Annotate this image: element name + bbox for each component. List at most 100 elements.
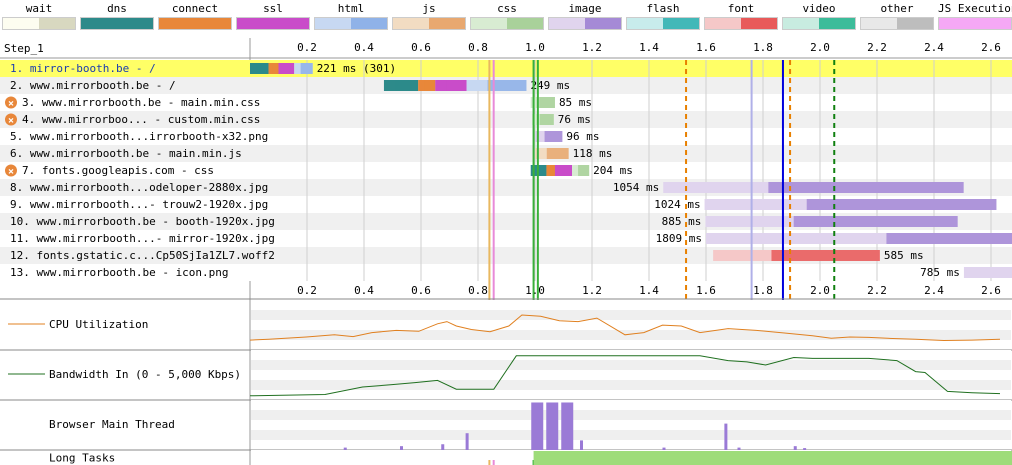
- request-bar-image-download[interactable]: [886, 233, 1012, 244]
- request-bar-js-download[interactable]: [546, 148, 569, 159]
- request-time: 249 ms: [530, 79, 570, 92]
- main-thread-activity: [546, 402, 559, 450]
- render-blocking-icon-glyph: ×: [8, 99, 14, 110]
- long-task-bar: [533, 451, 1012, 465]
- axis-tick-label-top: 0.6: [411, 41, 431, 54]
- request-label[interactable]: 13. www.mirrorbooth.be - icon.png: [10, 266, 229, 279]
- request-label[interactable]: 11. www.mirrorbooth...- mirror-1920x.jpg: [10, 232, 275, 245]
- request-bar-image[interactable]: [706, 233, 1012, 244]
- request-bar-html-download[interactable]: [487, 80, 527, 91]
- request-bar-css-download[interactable]: [539, 97, 555, 108]
- request-label[interactable]: 1. mirror-booth.be - /: [10, 62, 156, 75]
- request-label[interactable]: 2. www.mirrorbooth.be - /: [10, 79, 176, 92]
- request-label[interactable]: 8. www.mirrorbooth...odeloper-2880x.jpg: [10, 181, 268, 194]
- legend-label: font: [727, 2, 755, 15]
- axis-tick-label-top: 2.6: [981, 41, 1001, 54]
- request-bar-image-download[interactable]: [768, 182, 964, 193]
- legend-swatch: [860, 17, 934, 30]
- request-bar-dns-download[interactable]: [536, 165, 547, 176]
- metric-label-cpu: CPU Utilization: [49, 318, 148, 331]
- axis-tick-label-top: 1.4: [639, 41, 659, 54]
- metric-band: [251, 350, 1011, 360]
- main-thread-activity: [568, 430, 572, 450]
- request-label[interactable]: 10. www.mirrorbooth.be - booth-1920x.jpg: [10, 215, 275, 228]
- axis-tick-label-top: 2.0: [810, 41, 830, 54]
- request-bar-image-download[interactable]: [544, 131, 563, 142]
- legend: wait dns connect ssl html js css image flash font…: [0, 0, 1012, 32]
- request-label[interactable]: 4. www.mirrorboo... - custom.min.css: [22, 113, 260, 126]
- legend-label: ssl: [263, 2, 283, 15]
- render-blocking-icon-glyph: ×: [8, 167, 14, 178]
- legend-swatch: [314, 17, 388, 30]
- main-thread-activity: [343, 447, 347, 450]
- main-thread-activity: [803, 448, 807, 450]
- request-bar-css-download[interactable]: [578, 165, 590, 176]
- request-bar-html-download[interactable]: [300, 63, 313, 74]
- request-label[interactable]: 7. fonts.googleapis.com - css: [22, 164, 214, 177]
- request-bar-connect-download[interactable]: [424, 80, 436, 91]
- metric-band: [251, 310, 1011, 320]
- request-bar-dns-download[interactable]: [395, 80, 419, 91]
- legend-label: connect: [171, 2, 219, 15]
- metric-label-bandwidth: Bandwidth In (0 - 5,000 Kbps): [49, 368, 241, 381]
- request-label[interactable]: 3. www.mirrorbooth.be - main.min.css: [22, 96, 260, 109]
- axis-tick-label-bottom: 2.4: [924, 284, 944, 297]
- legend-swatch: [80, 17, 154, 30]
- request-label[interactable]: 12. fonts.gstatic.c...Cp50SjIa1ZL7.woff2: [10, 249, 275, 262]
- legend-swatch: [236, 17, 310, 30]
- legend-swatch: [938, 17, 1012, 30]
- request-bar-connect-download[interactable]: [549, 165, 555, 176]
- axis-tick-label-top: 2.2: [867, 41, 887, 54]
- request-time: 221 ms (301): [317, 62, 396, 75]
- legend-swatch: [704, 17, 778, 30]
- request-bar-ssl-download[interactable]: [283, 63, 295, 74]
- legend-label: wait: [25, 2, 53, 15]
- bandwidth-line: [249, 355, 1001, 397]
- request-label[interactable]: 6. www.mirrorbooth.be - main.min.js: [10, 147, 242, 160]
- metric-band: [251, 430, 1011, 440]
- main-thread-activity: [400, 446, 403, 450]
- axis-tick-label-top: 0.2: [297, 41, 317, 54]
- legend-item-image: image: [548, 0, 622, 32]
- waterfall-chart: Step_1 0.2 0.2 0.4 0.4 0.6 0.6 0.8 0.8 1.0 1.0 1.2…: [0, 38, 1012, 465]
- legend-swatch: [2, 17, 76, 30]
- request-bar-font-download[interactable]: [771, 250, 880, 261]
- request-label[interactable]: 5. www.mirrorbooth...irrorbooth-x32.png: [10, 130, 268, 143]
- legend-label: dns: [107, 2, 127, 15]
- metric-label-long-tasks: Long Tasks: [49, 452, 115, 465]
- metric-band: [251, 400, 1011, 410]
- legend-label: html: [337, 2, 365, 15]
- main-thread-activity: [441, 444, 445, 450]
- request-bar-image-download[interactable]: [806, 199, 997, 210]
- request-time: 1054 ms: [613, 181, 659, 194]
- legend-item-flash: flash: [626, 0, 700, 32]
- main-thread-activity: [580, 440, 583, 450]
- legend-label: css: [497, 2, 517, 15]
- axis-tick-label-top: 1.0: [525, 41, 545, 54]
- request-bar-dns-download[interactable]: [256, 63, 269, 74]
- request-time: 1809 ms: [656, 232, 702, 245]
- main-thread-activity: [465, 433, 469, 450]
- legend-swatch: [158, 17, 232, 30]
- metric-band: [251, 440, 1011, 450]
- request-bar-ssl-download[interactable]: [560, 165, 573, 176]
- axis-tick-label-bottom: 2.6: [981, 284, 1001, 297]
- metric-label-main-thread: Browser Main Thread: [49, 418, 175, 431]
- render-blocking-icon-glyph: ×: [8, 116, 14, 127]
- axis-tick-label-top: 1.6: [696, 41, 716, 54]
- step-label: Step_1: [4, 42, 44, 55]
- axis-tick-label-top: 1.2: [582, 41, 602, 54]
- request-bar-image[interactable]: [963, 267, 1012, 278]
- request-bar-image-download[interactable]: [793, 216, 958, 227]
- axis-tick-label-top: 0.4: [354, 41, 374, 54]
- request-row-background: [0, 111, 1012, 128]
- request-time: 85 ms: [559, 96, 592, 109]
- axis-tick-label-bottom: 1.4: [639, 284, 659, 297]
- request-label[interactable]: 9. www.mirrorbooth...- trouw2-1920x.jpg: [10, 198, 268, 211]
- request-bar-ssl-download[interactable]: [446, 80, 467, 91]
- request-bar-css-download[interactable]: [539, 114, 554, 125]
- axis-tick-label-bottom: 2.0: [810, 284, 830, 297]
- request-bar-connect-download[interactable]: [272, 63, 279, 74]
- legend-item-connect: connect: [158, 0, 232, 32]
- axis-tick-label-bottom: 1.6: [696, 284, 716, 297]
